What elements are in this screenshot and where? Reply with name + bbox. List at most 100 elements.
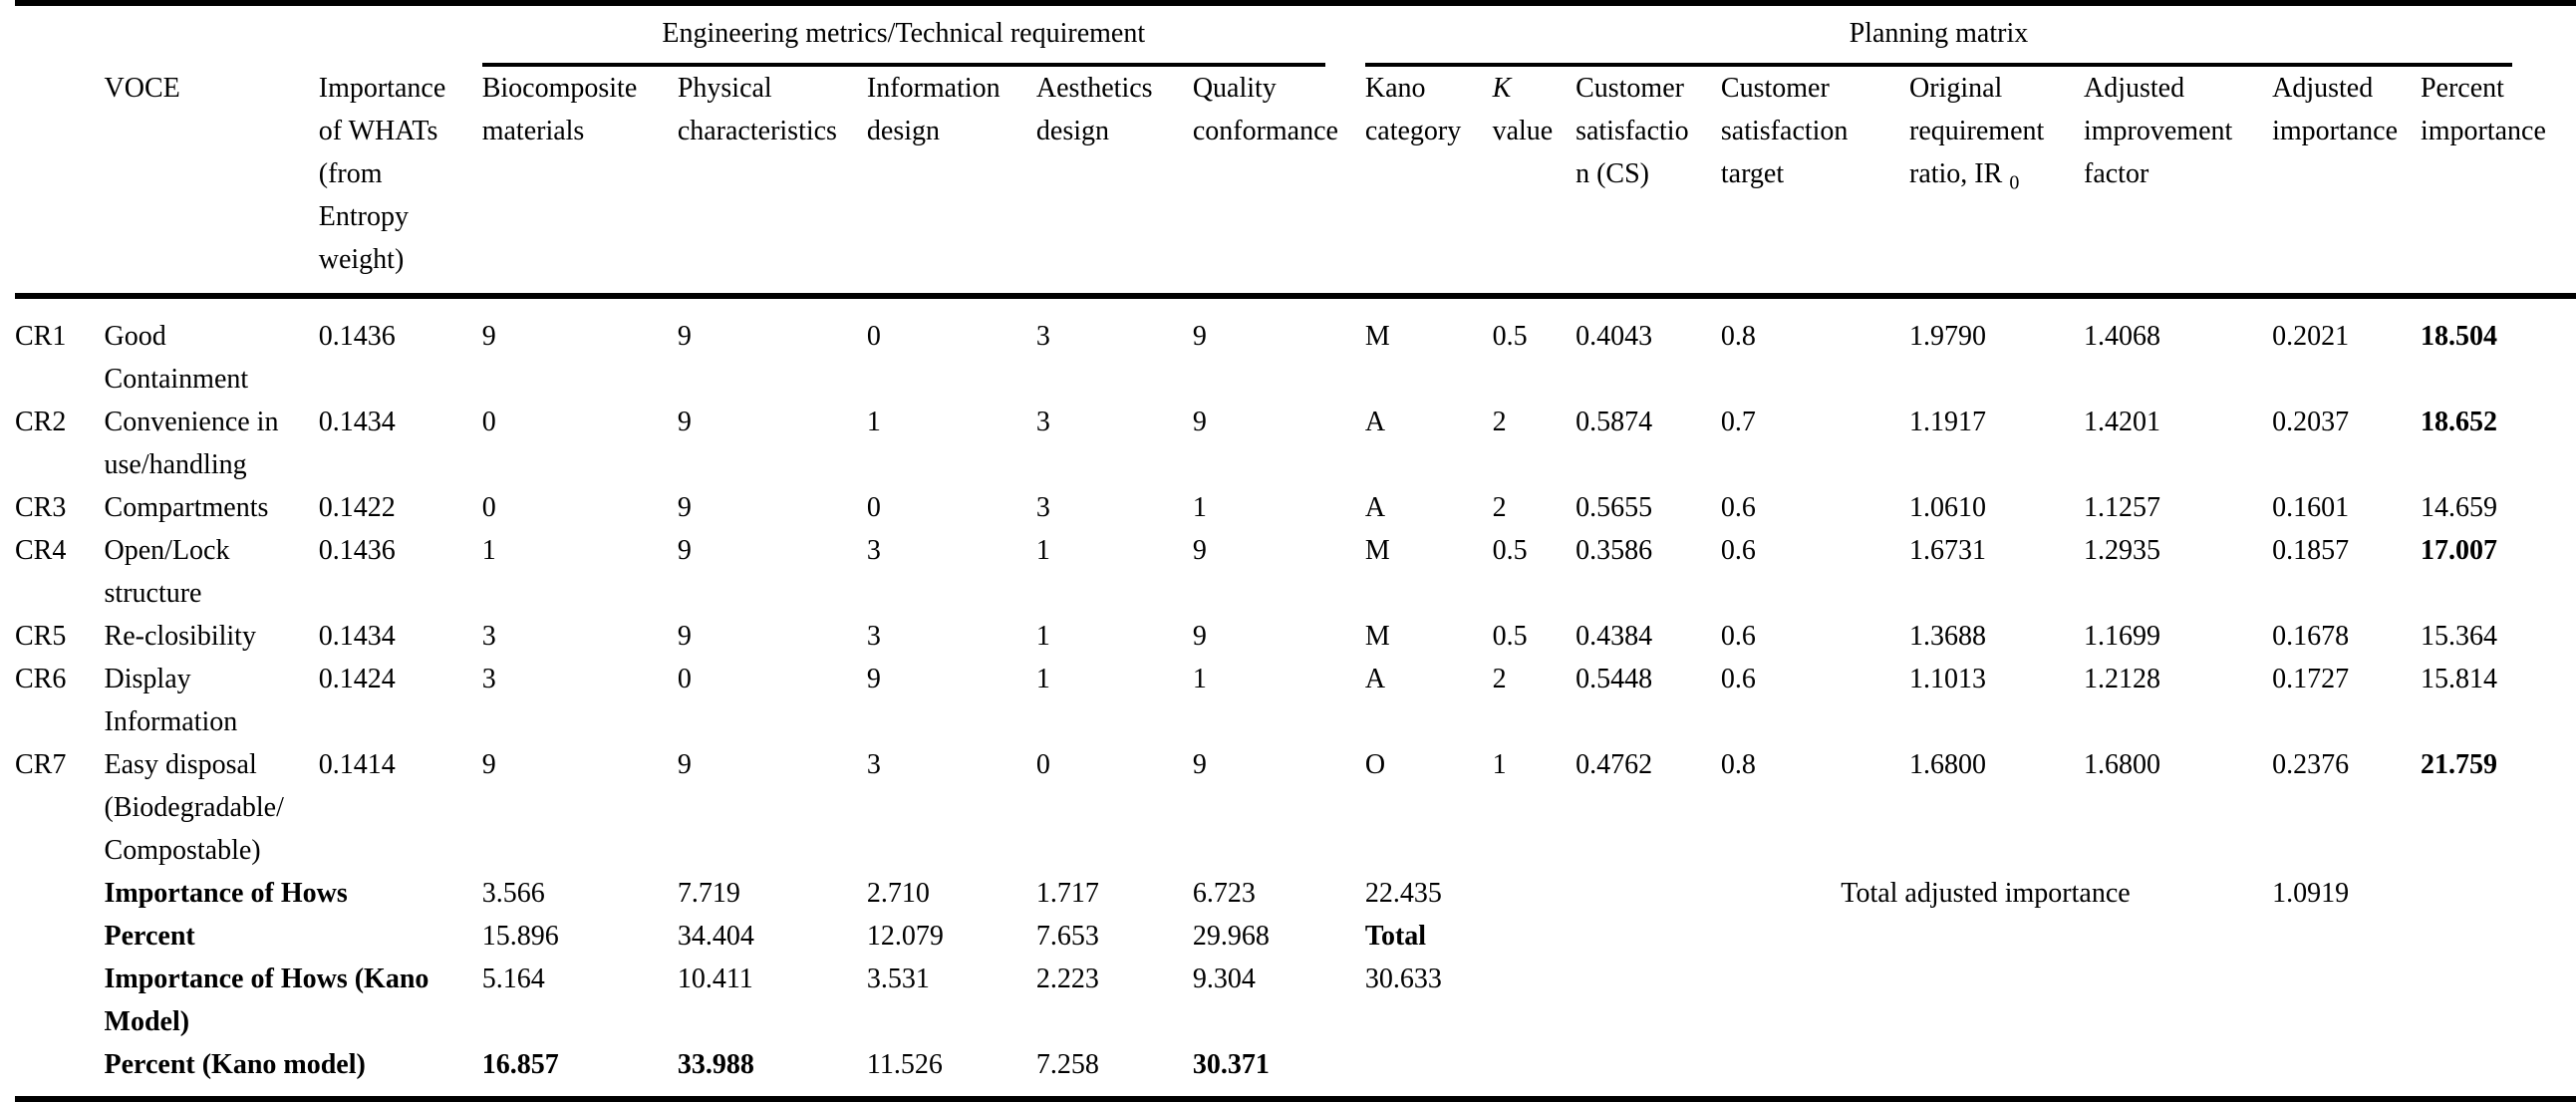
importance-cell: 0.1424 (318, 664, 396, 694)
physical-total: 34.404 (677, 921, 754, 952)
kano-cell: O (1364, 749, 1386, 780)
k-cell: 0.5 (1492, 321, 1528, 352)
information-cell: 1 (866, 407, 881, 437)
physical-cell: 0 (677, 664, 692, 694)
quality-cell: 9 (1192, 407, 1207, 437)
ir-cell: 1.1917 (1909, 407, 1986, 437)
k-cell: 2 (1492, 407, 1507, 437)
information-cell: 3 (866, 621, 881, 652)
cs-target-cell: 0.8 (1720, 321, 1756, 352)
k-cell: 2 (1492, 492, 1507, 523)
cs-cell: 0.5874 (1575, 407, 1653, 437)
aesthetics-cell: 3 (1035, 321, 1050, 352)
biocomposite-cell: 0 (481, 492, 496, 523)
col-header-k-value: K value (1492, 67, 1576, 299)
total-label: Total (1364, 921, 1427, 952)
footer-label: Percent (104, 921, 195, 952)
importance-cell: 0.1434 (318, 407, 396, 437)
ir-label: Original requirement ratio, IR (1909, 73, 2045, 189)
col-header-aesthetics: Aesthetics design (1035, 67, 1193, 299)
physical-cell: 9 (677, 492, 692, 523)
cs-cell: 0.5448 (1575, 664, 1653, 694)
physical-cell: 9 (677, 407, 692, 437)
col-header-adj-improvement: Adjusted improvement factor (2084, 67, 2273, 299)
cs-target-cell: 0.8 (1720, 749, 1756, 780)
kano-cell: M (1364, 621, 1390, 652)
col-header-cs: Customer satisfaction (CS) (1575, 67, 1721, 299)
information-cell: 9 (866, 664, 881, 694)
information-total: 11.526 (866, 1043, 1036, 1102)
voce-cell: Easy disposal (Biodegradable/ Compostabl… (104, 749, 284, 866)
quality-total: 30.371 (1192, 1043, 1365, 1102)
kano-cell: A (1364, 407, 1386, 437)
col-header-adj-importance: Adjusted importance (2272, 67, 2421, 299)
k-cell: 0.5 (1492, 535, 1528, 566)
cs-target-cell: 0.6 (1720, 664, 1756, 694)
col-header-information: Information design (866, 67, 1036, 299)
adj-importance-cell: 0.2021 (2272, 321, 2350, 352)
quality-cell: 1 (1192, 492, 1207, 523)
percent-importance-cell: 18.504 (2420, 321, 2497, 352)
aesthetics-cell: 3 (1035, 492, 1050, 523)
cs-target-cell: 0.7 (1720, 407, 1756, 437)
kano-cell: A (1364, 664, 1386, 694)
importance-cell: 0.1434 (318, 621, 396, 652)
aesthetics-cell: 1 (1035, 535, 1050, 566)
information-total: 12.079 (866, 921, 944, 952)
col-header-ir: Original requirement ratio, IR 0 (1909, 67, 2084, 299)
ir-cell: 1.0610 (1909, 492, 1986, 523)
footer-label: Percent (Kano model) (104, 1043, 482, 1102)
quality-cell: 9 (1192, 621, 1207, 652)
percent-importance-cell: 15.814 (2420, 664, 2497, 694)
row-id: CR2 (15, 407, 67, 437)
aesthetics-total: 2.223 (1035, 964, 1099, 994)
col-header-biocomposite: Biocomposite materials (481, 67, 678, 299)
percent-importance-cell: 18.652 (2420, 407, 2497, 437)
biocomposite-cell: 3 (481, 621, 496, 652)
adj-improvement-cell: 1.2935 (2084, 535, 2160, 566)
percent-importance-cell: 17.007 (2420, 535, 2497, 566)
quality-cell: 9 (1192, 535, 1207, 566)
col-header-importance-whats: Importance of WHATs (from Entropy weight… (318, 67, 482, 299)
aesthetics-cell: 1 (1035, 664, 1050, 694)
adj-importance-cell: 0.2037 (2272, 407, 2350, 437)
importance-cell: 0.1436 (318, 535, 396, 566)
information-total: 3.531 (866, 964, 930, 994)
information-cell: 3 (866, 749, 881, 780)
cs-target-cell: 0.6 (1720, 535, 1756, 566)
ir-cell: 1.3688 (1909, 621, 1986, 652)
adj-improvement-cell: 1.6800 (2084, 749, 2160, 780)
aesthetics-total: 7.653 (1035, 921, 1099, 952)
kano-cell: M (1364, 321, 1390, 352)
aesthetics-cell: 0 (1035, 749, 1050, 780)
group-header-engineering: Engineering metrics/Technical requiremen… (481, 0, 1365, 67)
adj-improvement-cell: 1.4201 (2084, 407, 2160, 437)
col-header-blank (15, 67, 105, 299)
row-id: CR3 (15, 492, 67, 523)
quality-cell: 1 (1192, 664, 1207, 694)
aesthetics-total: 1.717 (1035, 878, 1099, 909)
row-id: CR1 (15, 321, 67, 352)
row-id: CR4 (15, 535, 67, 566)
cs-target-cell: 0.6 (1720, 621, 1756, 652)
information-cell: 0 (866, 492, 881, 523)
quality-total: 6.723 (1192, 878, 1256, 909)
adj-importance-cell: 0.1601 (2272, 492, 2350, 523)
footer-row-percent: Percent 15.896 34.404 12.079 7.653 29.96… (15, 915, 2576, 958)
biocomposite-total: 5.164 (481, 964, 545, 994)
table-row-cr3: CR3 Compartments 0.1422 0 9 0 3 1 A 2 0.… (15, 486, 2576, 529)
physical-total: 7.719 (677, 878, 740, 909)
voce-cell: Convenience in use/handling (104, 407, 279, 480)
voce-cell: Display Information (104, 664, 238, 737)
quality-cell: 9 (1192, 749, 1207, 780)
col-header-percent-importance: Percent importance (2420, 67, 2576, 299)
qfd-planning-matrix-table: Engineering metrics/Technical requiremen… (15, 0, 2576, 1102)
kano-cell: M (1364, 535, 1390, 566)
biocomposite-cell: 9 (481, 321, 496, 352)
kano-total: 30.633 (1364, 964, 1442, 994)
kano-cell: A (1364, 492, 1386, 523)
k-cell: 1 (1492, 749, 1507, 780)
col-header-kano: Kano category (1364, 67, 1493, 299)
footer-spacer (15, 1043, 105, 1102)
